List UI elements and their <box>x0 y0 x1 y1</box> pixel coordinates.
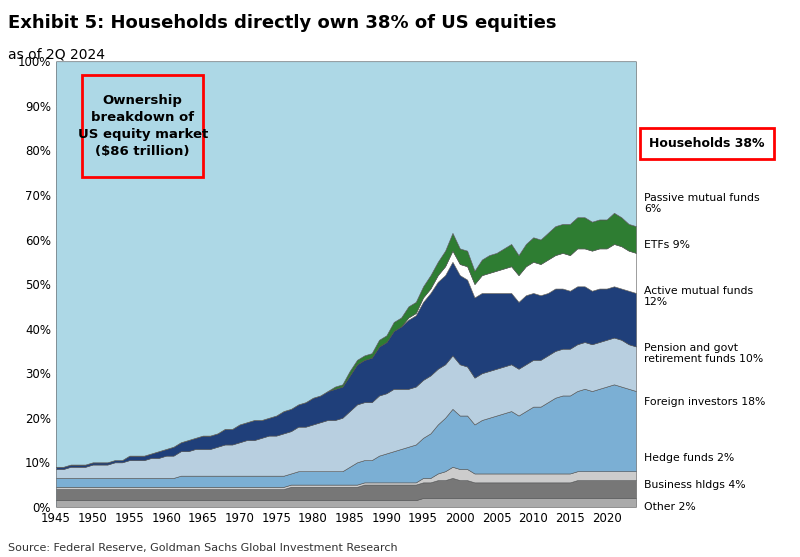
Text: as of 2Q 2024: as of 2Q 2024 <box>8 47 105 61</box>
Text: Other 2%: Other 2% <box>644 502 696 512</box>
Text: Business hldgs 4%: Business hldgs 4% <box>644 480 746 490</box>
Text: Foreign investors 18%: Foreign investors 18% <box>644 397 766 407</box>
Text: Hedge funds 2%: Hedge funds 2% <box>644 453 734 463</box>
Text: Source: Federal Reserve, Goldman Sachs Global Investment Research: Source: Federal Reserve, Goldman Sachs G… <box>8 543 398 553</box>
Text: Pension and govt
retirement funds 10%: Pension and govt retirement funds 10% <box>644 343 763 364</box>
Text: Households 38%: Households 38% <box>650 137 765 150</box>
Text: Exhibit 5: Households directly own 38% of US equities: Exhibit 5: Households directly own 38% o… <box>8 14 557 32</box>
Text: ETFs 9%: ETFs 9% <box>644 240 690 250</box>
Text: Ownership
breakdown of
US equity market
($86 trillion): Ownership breakdown of US equity market … <box>78 94 208 158</box>
Text: Passive mutual funds
6%: Passive mutual funds 6% <box>644 193 760 214</box>
Text: Active mutual funds
12%: Active mutual funds 12% <box>644 286 753 307</box>
